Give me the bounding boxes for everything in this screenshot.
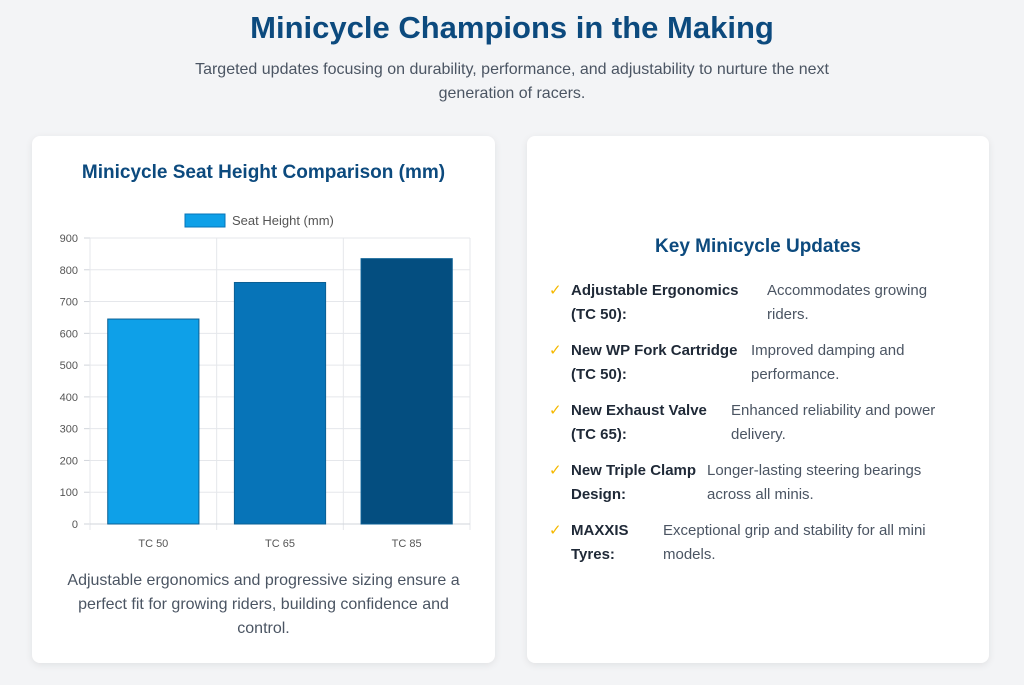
legend-label: Seat Height (mm): [232, 213, 334, 228]
updates-card: Key Minicycle Updates ✓ Adjustable Ergono…: [527, 136, 989, 663]
update-item: ✓ New WP Fork Cartridge (TC 50): Improved …: [549, 339, 969, 387]
y-tick-label: 300: [60, 424, 78, 436]
bar-tc-85: [360, 258, 453, 525]
chart-card: Minicycle Seat Height Comparison (mm) Se…: [32, 136, 495, 663]
update-description: Exceptional grip and stability for all m…: [663, 522, 926, 563]
chart-title: Minicycle Seat Height Comparison (mm): [81, 162, 446, 183]
update-label: New Exhaust Valve (TC 65):: [571, 402, 707, 443]
update-label: New WP Fork Cartridge (TC 50):: [571, 342, 738, 383]
y-tick-label: 400: [60, 392, 78, 404]
check-icon: ✓: [549, 342, 562, 359]
y-tick-label: 0: [72, 519, 78, 531]
update-item: ✓ Adjustable Ergonomics (TC 50): Accommoda…: [549, 279, 969, 327]
check-icon: ✓: [549, 462, 562, 479]
legend-swatch: [184, 213, 226, 228]
y-tick-label: 100: [60, 487, 78, 499]
update-label: Adjustable Ergonomics (TC 50):: [571, 282, 739, 323]
update-description: Improved damping and performance.: [751, 342, 905, 383]
update-item: ✓ New Triple Clamp Design: Longer-lasting …: [549, 459, 969, 507]
page-subtitle: Targeted updates focusing on durability,…: [195, 61, 829, 102]
y-tick-label: 500: [60, 360, 78, 372]
check-icon: ✓: [549, 522, 562, 539]
y-tick-label: 200: [60, 455, 78, 467]
check-icon: ✓: [549, 282, 562, 299]
update-description: Longer-lasting steering bearings across …: [707, 462, 922, 503]
x-tick-label: TC 65: [265, 538, 295, 550]
update-item: ✓ MAXXIS Tyres: Exceptional grip and stabi…: [549, 519, 969, 567]
update-label: MAXXIS Tyres:: [571, 522, 629, 563]
seat-height-chart: Seat Height (mm) 0 100 200 300 400 500 600 700 80…: [60, 213, 471, 550]
x-tick-label: TC 85: [392, 538, 422, 550]
x-tick-label: TC 50: [138, 538, 168, 550]
page-title: Minicycle Champions in the Making: [250, 10, 774, 45]
y-tick-label: 600: [60, 328, 78, 340]
y-tick-label: 800: [60, 265, 78, 277]
updates-title: Key Minicycle Updates: [655, 236, 861, 257]
update-item: ✓ New Exhaust Valve (TC 65): Enhanced reli…: [549, 399, 969, 447]
y-tick-label: 900: [60, 233, 78, 245]
updates-list: ✓ Adjustable Ergonomics (TC 50): Accommoda…: [549, 279, 969, 579]
chart-caption: Adjustable ergonomics and progressive si…: [67, 572, 460, 637]
update-description: Accommodates growing riders.: [767, 282, 928, 323]
bar-tc-50: [107, 318, 200, 525]
bar-tc-65: [233, 281, 327, 525]
update-description: Enhanced reliability and power delivery.: [731, 402, 936, 443]
update-label: New Triple Clamp Design:: [571, 462, 697, 503]
y-tick-label: 700: [60, 297, 78, 309]
check-icon: ✓: [549, 402, 562, 419]
